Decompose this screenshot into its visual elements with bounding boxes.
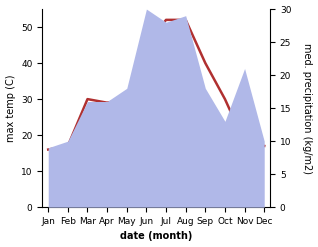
X-axis label: date (month): date (month): [120, 231, 192, 242]
Y-axis label: max temp (C): max temp (C): [5, 74, 16, 142]
Y-axis label: med. precipitation (kg/m2): med. precipitation (kg/m2): [302, 43, 313, 174]
